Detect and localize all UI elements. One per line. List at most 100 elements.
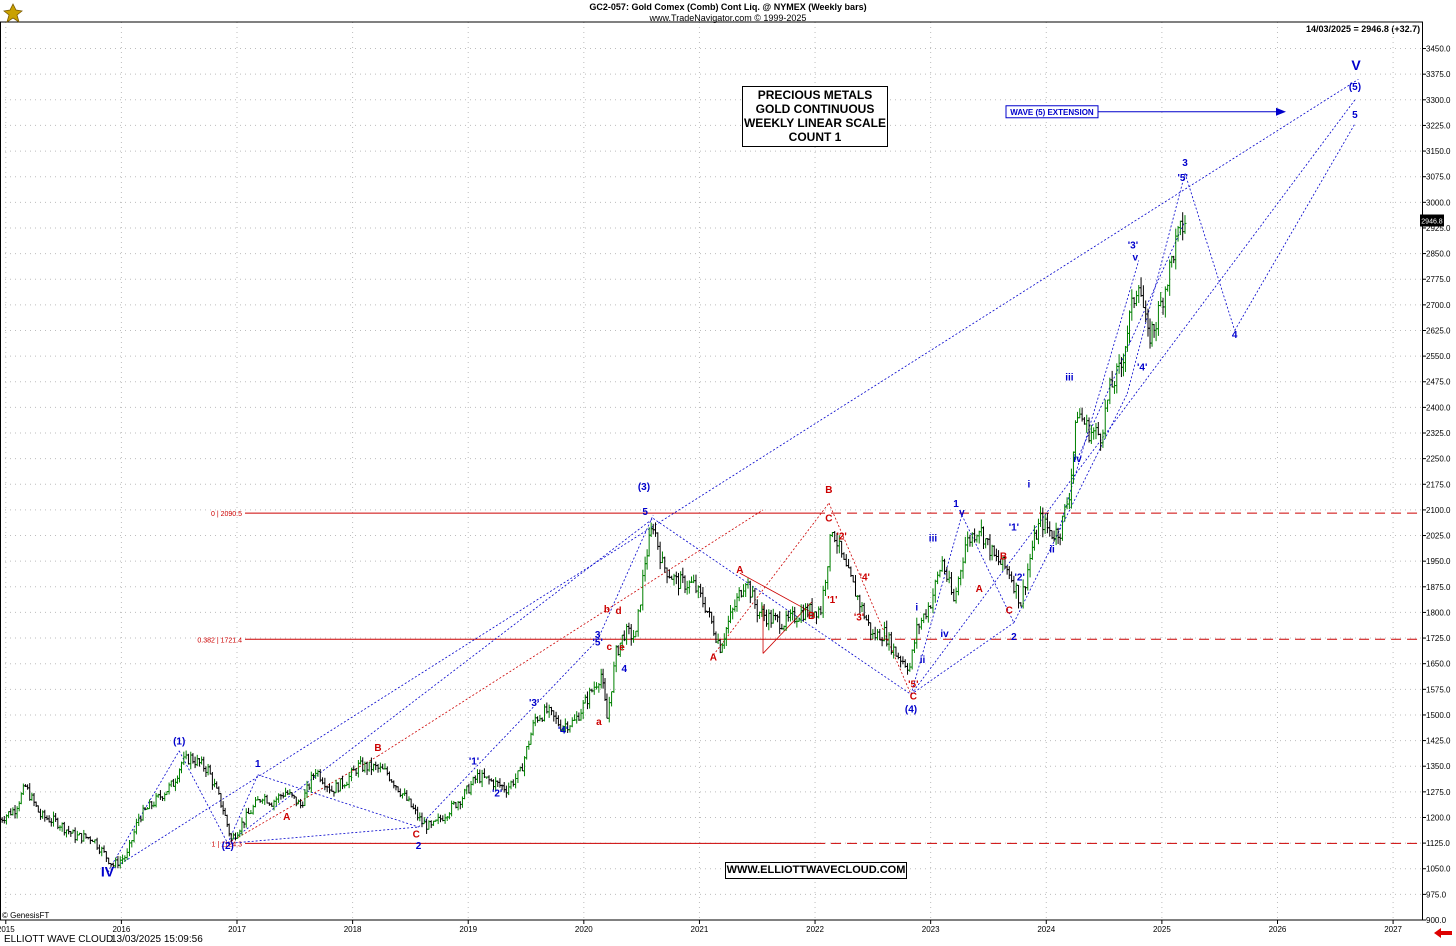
fib-level-label: 1 | 1124.3 xyxy=(212,841,243,848)
wave-label: v xyxy=(1133,252,1139,263)
chart-grid xyxy=(0,22,1422,921)
title-box-line: WEEKLY LINEAR SCALE xyxy=(743,116,887,130)
wave-label: '4' xyxy=(558,726,568,737)
x-tick-label: 2025 xyxy=(1153,925,1171,934)
x-tick-label: 2015 xyxy=(0,925,15,934)
wave-trendline xyxy=(227,518,654,844)
wave-trendline xyxy=(1234,123,1356,331)
title-box-line: GOLD CONTINUOUS xyxy=(755,102,875,116)
x-tick-label: 2022 xyxy=(806,925,824,934)
y-tick-label: 975.0 xyxy=(1426,890,1447,899)
wave-label: C xyxy=(910,692,917,703)
wave-trendline xyxy=(1077,220,1186,459)
wave-trendline xyxy=(227,826,419,844)
wave-label: IV xyxy=(101,863,115,879)
wave-label: '2' xyxy=(492,788,502,799)
triangle-line xyxy=(762,601,812,654)
x-tick-label: 2019 xyxy=(459,925,477,934)
y-tick-label: 1950.0 xyxy=(1426,557,1451,566)
plot-frame xyxy=(0,21,1423,921)
wave-label: B xyxy=(825,485,832,496)
wave-label: c xyxy=(606,642,612,653)
y-tick-label: 1650.0 xyxy=(1426,660,1451,669)
y-tick-label: 2100.0 xyxy=(1426,506,1451,515)
y-tick-label: 900.0 xyxy=(1426,916,1447,925)
wave-trendline xyxy=(910,622,1015,695)
y-tick-label: 3450.0 xyxy=(1426,45,1451,54)
wave-label: A xyxy=(710,652,717,663)
chart-title: GC2-057: Gold Comex (Comb) Cont Liq. @ N… xyxy=(589,2,867,12)
wave-label: 4 xyxy=(622,664,628,675)
extension-label: WAVE (5) EXTENSION xyxy=(1010,108,1094,117)
wave-label: iii xyxy=(929,534,938,545)
wave-trendline-red xyxy=(377,509,764,757)
last-price-note: 14/03/2025 = 2946.8 (+32.7) xyxy=(1306,24,1421,34)
y-tick-label: 2400.0 xyxy=(1426,403,1451,412)
wave-label: '3' xyxy=(529,698,539,709)
footer-timestamp: 13/03/2025 15:09:56 xyxy=(111,934,203,945)
wave-label: 1 xyxy=(255,759,261,770)
y-tick-label: 2025.0 xyxy=(1426,532,1451,541)
wave-label: (1) xyxy=(173,736,185,747)
wave-label: iii xyxy=(1065,373,1074,384)
triangle-line xyxy=(739,572,812,613)
wave-trendline xyxy=(597,514,654,640)
wave-trendline xyxy=(107,78,1359,873)
title-box-line: PRECIOUS METALS xyxy=(757,88,873,102)
y-tick-label: 1725.0 xyxy=(1426,634,1451,643)
wave-label: i xyxy=(915,603,918,614)
wave-trendline xyxy=(652,518,912,695)
x-tick-label: 2027 xyxy=(1384,925,1402,934)
wave-label: ii xyxy=(920,655,926,666)
wave-trendline xyxy=(1184,173,1236,331)
y-tick-label: 2850.0 xyxy=(1426,250,1451,259)
wave-label: '5' xyxy=(1178,173,1188,184)
y-tick-label: 2250.0 xyxy=(1426,455,1451,464)
footer-brand: ELLIOTT WAVE CLOUD xyxy=(4,934,114,945)
y-tick-label: 3375.0 xyxy=(1426,70,1451,79)
wave-label: iv xyxy=(1073,454,1082,465)
x-tick-label: 2017 xyxy=(228,925,246,934)
wave-label: A xyxy=(736,565,743,576)
wave-label: 3 xyxy=(595,630,601,641)
y-tick-label: 3000.0 xyxy=(1426,198,1451,207)
current-price-tag xyxy=(1420,214,1444,227)
wave-label: B xyxy=(808,611,815,622)
y-tick-label: 1800.0 xyxy=(1426,608,1451,617)
x-tick-label: 2018 xyxy=(344,925,362,934)
x-tick-label: 2021 xyxy=(691,925,709,934)
y-tick-label: 1050.0 xyxy=(1426,865,1451,874)
wave-label: '5' xyxy=(908,680,918,691)
wave-label: B xyxy=(374,743,381,754)
wave-trendline-red xyxy=(828,502,912,695)
wave-label: 3 xyxy=(1182,158,1188,169)
x-tick-label: 2016 xyxy=(112,925,130,934)
y-tick-label: 3225.0 xyxy=(1426,121,1451,130)
x-tick-label: 2026 xyxy=(1269,925,1287,934)
price-bars xyxy=(0,212,1187,869)
y-tick-label: 1575.0 xyxy=(1426,685,1451,694)
y-tick-label: 2475.0 xyxy=(1426,378,1451,387)
wave-label: '3' xyxy=(854,612,864,623)
wave-label: V xyxy=(1351,57,1361,73)
wave-label: iv xyxy=(940,629,949,640)
y-tick-label: 1500.0 xyxy=(1426,711,1451,720)
wave-label: (3) xyxy=(638,482,650,493)
wave-label: 5 xyxy=(642,507,648,518)
title-box: PRECIOUS METALS GOLD CONTINUOUS WEEKLY L… xyxy=(742,86,888,147)
scroll-right-arrow-icon[interactable] xyxy=(1432,926,1454,938)
wave-label: B xyxy=(1000,551,1007,562)
extension-label-box xyxy=(1005,105,1099,119)
copyright-text: © GenesisFT xyxy=(2,911,50,920)
fib-level-label: 0.382 | 1721.4 xyxy=(197,637,242,644)
wave-label: '2' xyxy=(836,531,846,542)
wave-label: 5 xyxy=(1352,110,1358,121)
wave-label: (5) xyxy=(1349,82,1361,93)
wave-label: '2' xyxy=(1015,573,1025,584)
wave-trendline xyxy=(1057,260,1140,534)
wave-label: '1' xyxy=(1009,522,1019,533)
wave-label: '4' xyxy=(860,573,870,584)
wave-trendline xyxy=(1126,173,1186,394)
y-tick-label: 1350.0 xyxy=(1426,762,1451,771)
wave-label: C xyxy=(825,514,832,525)
